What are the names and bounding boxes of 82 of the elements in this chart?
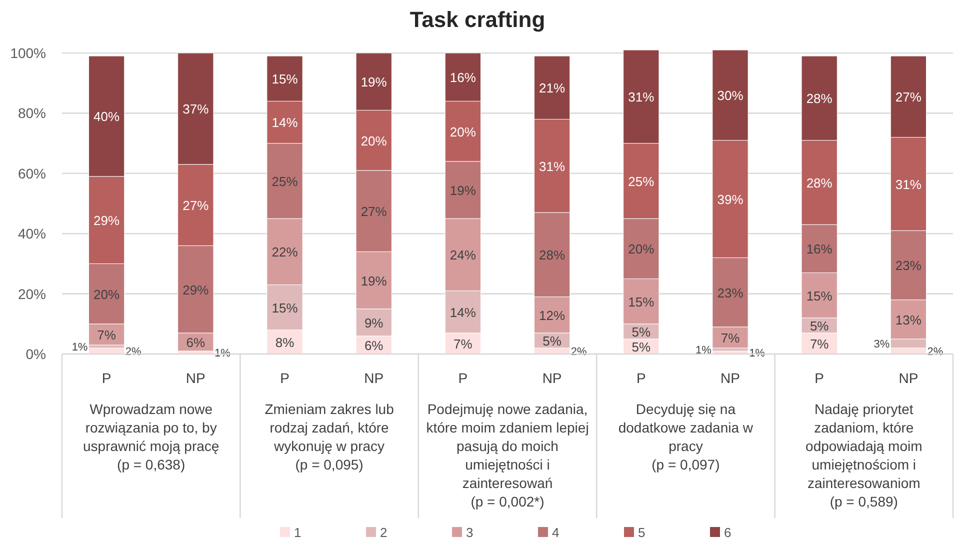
data-label: 7% (810, 336, 830, 352)
y-tick-label: 0% (26, 346, 46, 362)
data-label: 7% (454, 336, 473, 352)
data-label: 24% (450, 248, 476, 263)
data-label: 19% (360, 273, 388, 288)
text: Nadaję priorytet zadaniom, które odpowiadają moim umiejętnościom i zainteresowaniom (p = 0,589) (806, 401, 922, 510)
data-label: 28% (806, 91, 833, 106)
text: Decyduję się na dodatkowe zadania w pracy (p = 0,097) (618, 401, 754, 472)
x-tick-label: NP (720, 370, 740, 386)
legend-label: 3 (466, 525, 474, 540)
data-label: 5% (542, 333, 562, 348)
x-tick-label: P (458, 370, 468, 386)
data-label: 5% (632, 339, 651, 354)
y-tick-label: 80% (18, 105, 46, 122)
data-label: 15% (272, 300, 298, 316)
legend-label: 2 (380, 525, 388, 540)
legend-label: 6 (724, 525, 732, 540)
data-label: 15% (272, 72, 298, 87)
data-label: 19% (360, 74, 388, 90)
data-label: 6% (364, 338, 384, 353)
data-label: 40% (94, 109, 120, 124)
data-label: 27% (895, 90, 922, 105)
data-label: 20% (450, 124, 476, 140)
data-label: 16% (450, 70, 476, 86)
x-tick-label: P (102, 370, 112, 386)
data-label: 14% (450, 304, 476, 320)
data-label: 23% (717, 285, 744, 300)
x-tick-label: P (814, 370, 824, 386)
data-label: 13% (895, 312, 922, 328)
legend-label: 1 (294, 525, 302, 540)
data-label: 6% (186, 334, 206, 350)
x-tick-label: P (280, 370, 290, 386)
data-label: 27% (182, 198, 210, 214)
data-label: 15% (628, 294, 655, 310)
data-label: 5% (632, 324, 651, 340)
data-label: 21% (539, 80, 566, 96)
x-tick-label: NP (542, 370, 562, 386)
data-label: 31% (539, 158, 566, 174)
data-label: 14% (272, 115, 298, 130)
data-label: 1% (72, 341, 88, 354)
data-label: 9% (364, 315, 384, 330)
data-label: 29% (182, 282, 210, 298)
y-tick-label: 100% (10, 45, 46, 62)
data-label: 19% (450, 182, 476, 198)
data-label: 12% (539, 308, 566, 323)
legend-label: 5 (638, 525, 646, 540)
legend-label: 4 (552, 525, 560, 540)
x-tick-label: NP (186, 370, 206, 386)
data-label: 31% (628, 90, 655, 105)
data-label: 37% (182, 102, 210, 117)
data-label: 20% (628, 242, 655, 257)
data-label: 1% (696, 344, 712, 356)
data-label: 7% (97, 327, 116, 342)
chart-title: Task crafting (410, 7, 546, 32)
data-label: 15% (806, 288, 833, 304)
text: Wprowadzam nowe rozwiązania po to, by usprawnić moją pracę (p = 0,638) (83, 401, 220, 472)
data-label: 3% (874, 338, 890, 350)
text: Podejmuję nowe zadania, które moim zdaniem lepiej pasują do moich umiejętności i zainteresowań (p = 0,002*) (426, 401, 589, 510)
data-label: 7% (720, 330, 740, 346)
data-label: 39% (717, 192, 744, 207)
text: Zmieniam zakres lub rodzaj zadań, które wykonuję w pracy (p = 0,095) (264, 401, 394, 472)
y-tick-label: 40% (18, 226, 46, 242)
data-label: 8% (275, 334, 295, 350)
data-label: 30% (717, 88, 744, 104)
data-label: 29% (94, 213, 120, 228)
y-tick-label: 60% (18, 165, 46, 182)
x-tick-label: P (636, 370, 646, 386)
x-tick-label: NP (364, 370, 384, 386)
data-label: 5% (810, 318, 830, 334)
data-label: 28% (539, 248, 566, 263)
y-tick-label: 20% (18, 286, 46, 302)
data-label: 22% (272, 244, 298, 260)
data-label: 31% (895, 176, 922, 192)
data-label: 28% (806, 175, 833, 190)
data-label: 16% (806, 242, 833, 257)
data-label: 20% (360, 133, 388, 148)
data-label: 25% (628, 174, 655, 189)
data-label: 23% (895, 258, 922, 274)
data-label: 20% (94, 286, 120, 302)
x-tick-label: NP (898, 370, 918, 386)
data-label: 27% (360, 204, 388, 220)
data-label: 25% (272, 174, 298, 189)
